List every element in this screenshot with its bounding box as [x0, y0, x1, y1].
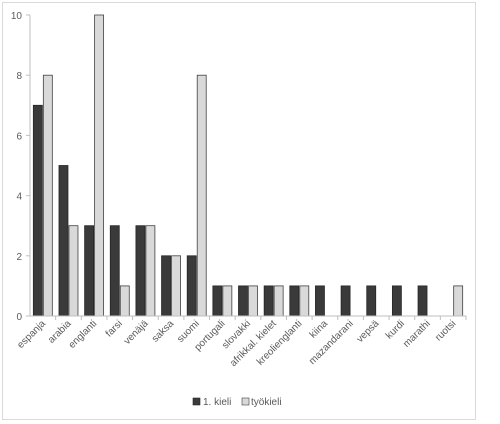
bar-1-kieli-1 — [58, 165, 69, 317]
bar-tyokieli-1 — [68, 225, 79, 317]
x-tick-label: englanti — [67, 318, 100, 351]
y-tick-label: 4 — [16, 192, 22, 203]
chart-frame — [2, 2, 476, 420]
bar-1-kieli-6 — [186, 255, 197, 317]
bar-1-kieli-5 — [161, 255, 171, 317]
bar-1-kieli-7 — [212, 285, 223, 317]
legend-label-1-kieli: 1. kieli — [203, 397, 231, 408]
legend: 1. kieli työkieli — [192, 397, 282, 408]
bar-tyokieli-0 — [42, 74, 53, 317]
x-tick-label: kurdi — [384, 318, 407, 341]
bar-1-kieli-14 — [391, 285, 402, 317]
legend-label-tyokieli: työkieli — [251, 397, 282, 408]
bar-tyokieli-2 — [94, 14, 105, 317]
x-tick-label: farsi — [104, 318, 125, 339]
bar-1-kieli-11 — [315, 285, 325, 317]
x-tick-label: ruotsi — [433, 318, 458, 343]
bar-1-kieli-4 — [135, 225, 146, 317]
legend-swatch-1-kieli — [192, 397, 201, 406]
bar-1-kieli-9 — [263, 285, 274, 317]
bar-1-kieli-13 — [366, 285, 377, 317]
y-tick-label: 6 — [16, 131, 22, 142]
x-tick-label: vepsä — [355, 318, 382, 345]
bar-1-kieli-15 — [417, 285, 428, 317]
y-tick-label: 8 — [16, 71, 22, 82]
y-tick-label: 0 — [16, 312, 22, 323]
bar-tyokieli-8 — [248, 285, 258, 317]
x-tick-label: marathi — [401, 318, 432, 349]
bar-tyokieli-3 — [119, 285, 130, 317]
bar-tyokieli-9 — [273, 285, 284, 317]
bar-1-kieli-0 — [32, 104, 43, 317]
bar-tyokieli-16 — [453, 285, 464, 317]
bar-tyokieli-7 — [222, 285, 233, 317]
bar-1-kieli-12 — [340, 285, 351, 317]
bar-tyokieli-6 — [196, 74, 207, 317]
y-tick-labels: 0 2 4 6 8 10 — [11, 11, 30, 323]
bar-1-kieli-8 — [238, 285, 248, 317]
bar-1-kieli-3 — [109, 225, 120, 317]
x-tick-label: kiina — [308, 318, 331, 341]
x-tick-label: saksa — [150, 318, 177, 345]
bar-tyokieli-10 — [299, 285, 310, 317]
bar-1-kieli-2 — [84, 225, 95, 317]
bars-layer — [32, 14, 464, 317]
bar-1-kieli-10 — [289, 285, 300, 317]
bar-tyokieli-4 — [145, 225, 156, 317]
legend-swatch-tyokieli — [241, 397, 250, 406]
x-tick-label: venäjä — [122, 318, 151, 347]
y-tick-label: 10 — [11, 11, 23, 22]
bar-tyokieli-5 — [171, 255, 181, 317]
y-tick-label: 2 — [16, 252, 22, 263]
